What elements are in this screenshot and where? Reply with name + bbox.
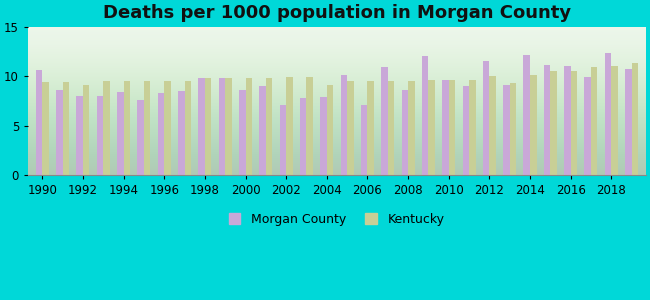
Bar [483, 61, 489, 175]
Bar [408, 81, 415, 175]
Bar [530, 75, 536, 175]
Bar [205, 78, 211, 175]
Bar [77, 96, 83, 175]
Bar [510, 83, 516, 175]
Bar [428, 80, 435, 175]
Bar [185, 81, 191, 175]
Bar [218, 78, 225, 175]
Bar [300, 98, 306, 175]
Bar [564, 66, 571, 175]
Bar [625, 69, 632, 175]
Bar [198, 78, 205, 175]
Title: Deaths per 1000 population in Morgan County: Deaths per 1000 population in Morgan Cou… [103, 4, 571, 22]
Bar [62, 82, 69, 175]
Bar [137, 100, 144, 175]
Bar [164, 81, 171, 175]
Bar [489, 76, 496, 175]
Bar [503, 85, 510, 175]
Bar [117, 92, 124, 175]
Bar [246, 78, 252, 175]
Bar [259, 86, 266, 175]
Bar [97, 96, 103, 175]
Bar [361, 105, 367, 175]
Bar [463, 86, 469, 175]
Bar [341, 75, 347, 175]
Bar [266, 78, 272, 175]
Bar [611, 66, 618, 175]
Legend: Morgan County, Kentucky: Morgan County, Kentucky [224, 208, 450, 231]
Bar [103, 81, 110, 175]
Bar [604, 53, 611, 175]
Bar [442, 80, 448, 175]
Bar [286, 77, 292, 175]
Bar [144, 81, 150, 175]
Bar [422, 56, 428, 175]
Bar [367, 81, 374, 175]
Bar [327, 85, 333, 175]
Bar [551, 71, 557, 175]
Bar [178, 91, 185, 175]
Bar [448, 80, 455, 175]
Bar [306, 77, 313, 175]
Bar [584, 77, 591, 175]
Bar [402, 90, 408, 175]
Bar [225, 78, 231, 175]
Bar [36, 70, 42, 175]
Bar [239, 90, 246, 175]
Bar [158, 93, 164, 175]
Bar [591, 67, 597, 175]
Bar [523, 55, 530, 175]
Bar [347, 81, 354, 175]
Bar [544, 65, 551, 175]
Bar [280, 105, 286, 175]
Bar [320, 97, 327, 175]
Bar [469, 80, 476, 175]
Bar [382, 67, 388, 175]
Bar [42, 82, 49, 175]
Bar [632, 63, 638, 175]
Bar [388, 81, 395, 175]
Bar [56, 90, 62, 175]
Bar [124, 81, 130, 175]
Bar [83, 85, 90, 175]
Bar [571, 71, 577, 175]
